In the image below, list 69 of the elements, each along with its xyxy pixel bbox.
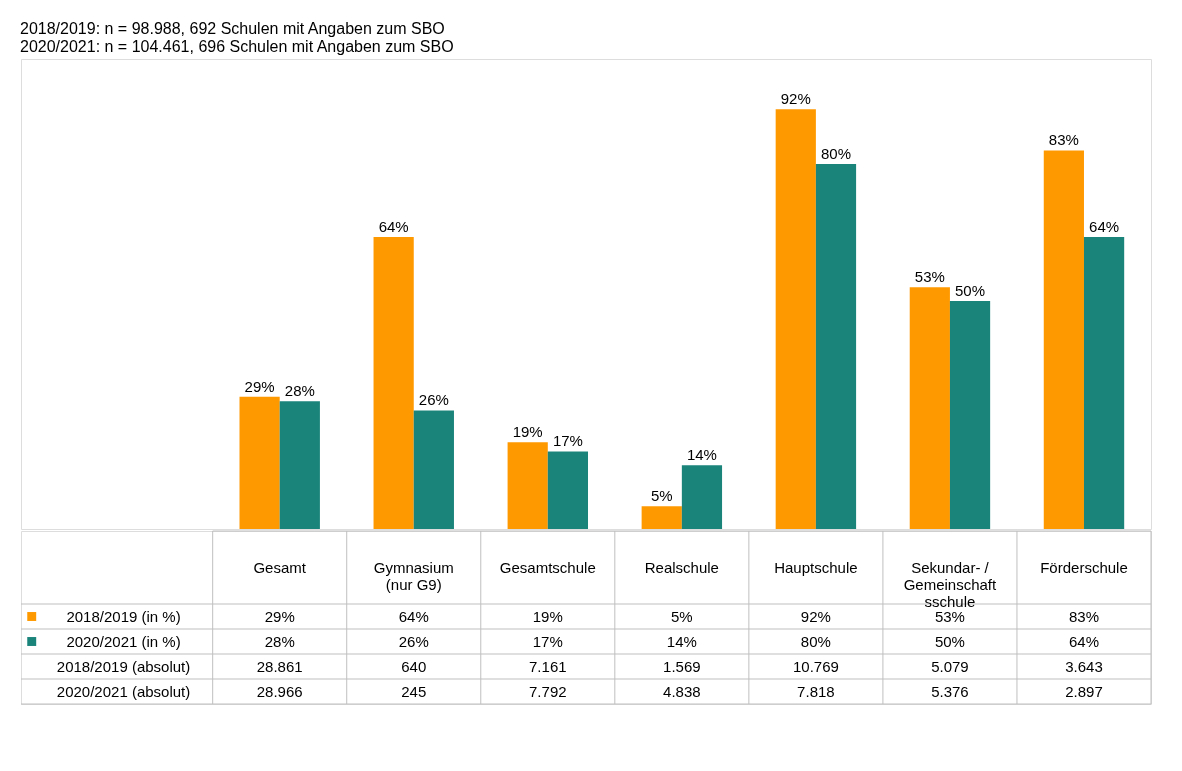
bar: [681, 465, 723, 529]
legend-label: 2020/2021 (in %): [66, 632, 181, 650]
data-label: 80%: [800, 632, 831, 650]
x-tick-label: Hauptschule: [774, 558, 858, 576]
text: 83%: [1048, 131, 1079, 149]
data-label: 5%: [671, 607, 693, 625]
text: 80%: [820, 145, 852, 163]
data-label: 28%: [264, 632, 295, 650]
bar: [815, 164, 857, 529]
bar: [641, 506, 682, 529]
bar: [413, 410, 454, 529]
x-tick-label: Realschule: [644, 558, 719, 576]
text: 5.376: [931, 682, 969, 700]
text: 7.161: [529, 657, 567, 675]
text: 28.861: [256, 657, 303, 675]
data-label: 29%: [264, 607, 295, 625]
data-label: 83%: [1068, 607, 1099, 625]
data-label: 17%: [532, 632, 563, 650]
bar: [949, 300, 991, 529]
bar: [1043, 150, 1084, 529]
text: 10.769: [792, 657, 839, 675]
data-label: 19%: [532, 607, 563, 625]
x-tick-label: Förderschule: [1040, 558, 1128, 576]
data-label: 14%: [666, 632, 697, 650]
chart-subtitle: 2020/2021: n = 104.461, 696 Schulen mit Angaben zum SBO: [20, 37, 454, 55]
bar: [547, 451, 589, 529]
chart-title: 2018/2019: n = 98.988, 692 Schulen mit Angaben zum SBO: [20, 19, 445, 37]
x-tick-label: Gesamt: [253, 558, 307, 576]
text: 5.079: [931, 657, 969, 675]
text: 64%: [1089, 218, 1120, 236]
text: 7.818: [797, 682, 835, 700]
text: 4.838: [663, 682, 701, 700]
bar: [507, 442, 548, 529]
text: 1.569: [663, 657, 701, 675]
text: 5%: [650, 487, 673, 505]
bar: [1083, 237, 1125, 529]
text: 28%: [284, 382, 315, 400]
data-label: 26%: [398, 632, 429, 650]
text: 3.643: [1065, 657, 1103, 675]
text: 92%: [780, 90, 811, 108]
text: 29%: [244, 377, 275, 395]
text: 7.792: [529, 682, 567, 700]
data-label: 64%: [1068, 632, 1099, 650]
legend-label: 2018/2019 (in %): [66, 607, 181, 625]
text: 640: [401, 657, 427, 675]
bar: [909, 287, 950, 529]
text: 28.966: [256, 682, 303, 700]
text: 245: [401, 682, 427, 700]
text: 26%: [418, 391, 449, 409]
text: 14%: [686, 446, 717, 464]
bar: [373, 237, 414, 529]
text: 2.897: [1065, 682, 1103, 700]
x-tick-label: Gymnasium (nur G9): [373, 558, 454, 593]
text: 53%: [914, 268, 945, 286]
text: 2018/2019 (absolut): [56, 657, 191, 675]
bar: [279, 401, 320, 529]
text: 2020/2021 (absolut): [56, 682, 191, 700]
data-label: 50%: [934, 632, 965, 650]
data-label: 53%: [934, 607, 965, 625]
text: 64%: [378, 218, 409, 236]
text: 17%: [552, 432, 583, 450]
bar: [239, 396, 280, 529]
text: 50%: [955, 281, 986, 299]
x-tick-label: Sekundar- / Gemeinschaft sschule: [903, 558, 998, 610]
data-label: 64%: [398, 607, 429, 625]
bar: [775, 109, 816, 529]
data-label: 92%: [800, 607, 831, 625]
x-tick-label: Gesamtschule: [499, 558, 596, 576]
text: 19%: [512, 423, 543, 441]
